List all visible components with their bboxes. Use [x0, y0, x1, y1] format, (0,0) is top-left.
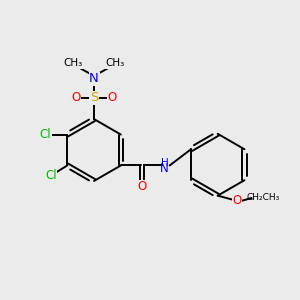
Text: O: O	[232, 194, 242, 207]
Text: O: O	[108, 92, 117, 104]
Text: Cl: Cl	[45, 169, 57, 182]
Text: Cl: Cl	[39, 128, 51, 141]
Text: CH₂CH₃: CH₂CH₃	[247, 194, 280, 202]
Text: CH₃: CH₃	[64, 58, 83, 68]
Text: O: O	[71, 92, 80, 104]
Text: N: N	[89, 72, 99, 85]
Text: H: H	[161, 158, 169, 168]
Text: S: S	[90, 92, 98, 104]
Text: N: N	[160, 162, 169, 175]
Text: CH₃: CH₃	[105, 58, 124, 68]
Text: O: O	[137, 180, 147, 193]
